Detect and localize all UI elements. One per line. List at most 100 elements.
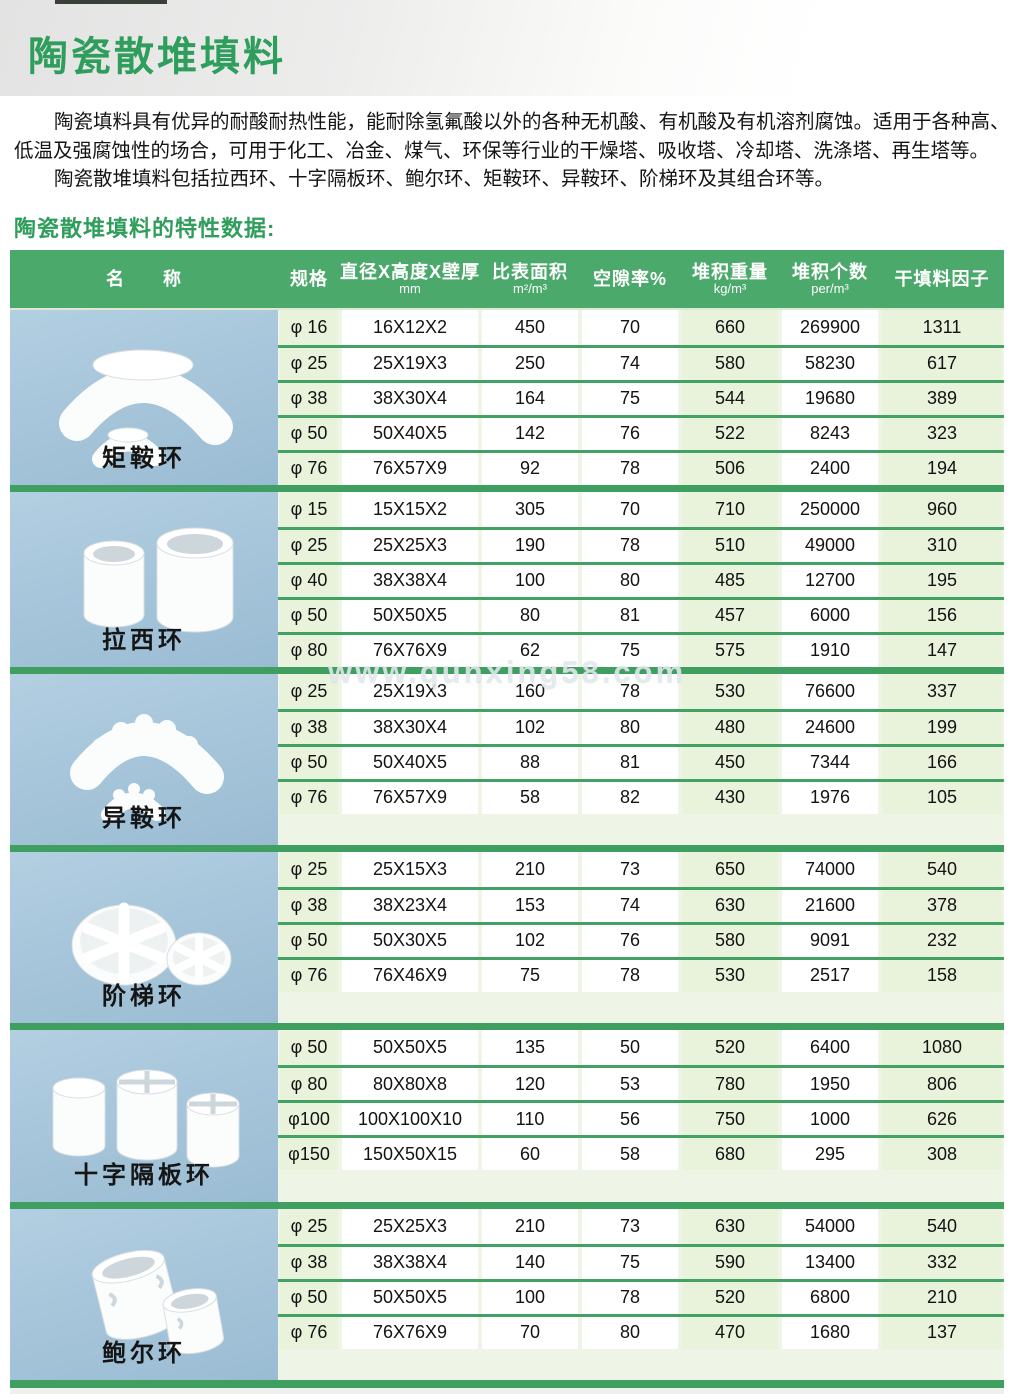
cell-spec: φ 50: [278, 924, 340, 957]
column-header-piece-count: 堆积个数 per/m³: [792, 261, 868, 296]
cell-factor: 332: [880, 1246, 1004, 1279]
cell-weight: 630: [680, 889, 780, 922]
cell-weight: 457: [680, 599, 780, 632]
table-row: φ 38 38X38X4 140 75 590 13400 332: [278, 1243, 1004, 1279]
cell-factor: 147: [880, 634, 1004, 667]
cell-count: 2400: [780, 452, 880, 485]
cell-factor: 210: [880, 1281, 1004, 1314]
cell-dims: 38X38X4: [340, 1246, 480, 1279]
cell-spec: φ 38: [278, 1246, 340, 1279]
pall-ring-photo: 鲍尔环: [10, 1208, 278, 1381]
packing-group: 阶梯环 φ 25 25X15X3 210 73 650 74000 540 φ 38 38X23X…: [10, 844, 1004, 1024]
packing-group: 拉西环 φ 15 15X15X2 305 70 710 250000 960 φ 25 25X25…: [10, 484, 1004, 667]
cell-voidage: 70: [580, 491, 680, 527]
cell-dims: 16X12X2: [340, 309, 480, 345]
cell-weight: 480: [680, 711, 780, 744]
cell-dims: 15X15X2: [340, 491, 480, 527]
group-rows: φ 25 25X15X3 210 73 650 74000 540 φ 38 38X23X4 15…: [278, 851, 1004, 1023]
cell-voidage: 58: [580, 1138, 680, 1171]
cell-voidage: 78: [580, 529, 680, 562]
cell-factor: 137: [880, 1316, 1004, 1349]
cell-voidage: 78: [580, 959, 680, 992]
cell-spec: φ 25: [278, 673, 340, 709]
table-row: φ 15 15X15X2 305 70 710 250000 960: [278, 491, 1004, 527]
table-header-row: 名 称 规格 直径X高度X壁厚 mm 比表面积 m²/m³ 空隙率% 堆积重量 …: [10, 249, 1004, 310]
table-row: φ 25 25X19X3 250 74 580 58230 617: [278, 344, 1004, 380]
cell-spec: φ 76: [278, 452, 340, 485]
group-rows: φ 25 25X19X3 160 78 530 76600 337 φ 38 38X30X4 10…: [278, 673, 1004, 845]
cell-dims: 76X76X9: [340, 634, 480, 667]
cell-surface: 140: [480, 1246, 580, 1279]
cell-factor: 199: [880, 711, 1004, 744]
table-row: φ 25 25X25X3 210 73 630 54000 540: [278, 1208, 1004, 1244]
cell-dims: 50X30X5: [340, 924, 480, 957]
cell-spec: φ100: [278, 1103, 340, 1136]
cell-surface: 250: [480, 347, 580, 380]
cell-surface: 100: [480, 1281, 580, 1314]
cell-surface: 164: [480, 382, 580, 415]
cell-spec: φ150: [278, 1138, 340, 1171]
cell-surface: 102: [480, 924, 580, 957]
table-row: φ 80 80X80X8 120 53 780 1950 806: [278, 1065, 1004, 1101]
cell-surface: 135: [480, 1030, 580, 1066]
cell-spec: φ 76: [278, 959, 340, 992]
cell-factor: 308: [880, 1138, 1004, 1171]
intro-line: 陶瓷填料具有优异的耐酸耐热性能，能耐除氢氟酸以外的各种无机酸、有机酸及有机溶剂腐…: [54, 111, 1010, 133]
cell-count: 2517: [780, 959, 880, 992]
cell-weight: 575: [680, 634, 780, 667]
cell-surface: 142: [480, 417, 580, 450]
column-header-spec: 规格: [290, 268, 328, 289]
cell-spec: φ 16: [278, 309, 340, 345]
table-row: φ 76 76X76X9 70 80 470 1680 137: [278, 1313, 1004, 1349]
cell-weight: 660: [680, 309, 780, 345]
cell-spec: φ 25: [278, 1208, 340, 1244]
cell-count: 1000: [780, 1103, 880, 1136]
table-row: φ 38 38X30X4 102 80 480 24600 199: [278, 708, 1004, 744]
cell-dims: 100X100X10: [340, 1103, 480, 1136]
cell-dims: 38X30X4: [340, 382, 480, 415]
cell-surface: 75: [480, 959, 580, 992]
cell-factor: 158: [880, 959, 1004, 992]
cell-count: 9091: [780, 924, 880, 957]
cell-dims: 38X23X4: [340, 889, 480, 922]
cell-factor: 337: [880, 673, 1004, 709]
cell-factor: 195: [880, 564, 1004, 597]
cell-weight: 590: [680, 1246, 780, 1279]
cell-voidage: 73: [580, 851, 680, 887]
page-title: 陶瓷散堆填料: [28, 35, 286, 79]
cell-weight: 544: [680, 382, 780, 415]
cell-factor: 1311: [880, 309, 1004, 345]
table-row: φ 50 50X30X5 102 76 580 9091 232: [278, 921, 1004, 957]
cell-dims: 50X50X5: [340, 1030, 480, 1066]
cell-count: 58230: [780, 347, 880, 380]
cell-surface: 100: [480, 564, 580, 597]
table-row: φ 25 25X15X3 210 73 650 74000 540: [278, 851, 1004, 887]
cell-spec: φ 40: [278, 564, 340, 597]
cell-count: 8243: [780, 417, 880, 450]
table-row: φ 25 25X25X3 190 78 510 49000 310: [278, 526, 1004, 562]
cell-weight: 470: [680, 1316, 780, 1349]
cell-spec: φ 25: [278, 851, 340, 887]
cell-count: 12700: [780, 564, 880, 597]
cell-weight: 520: [680, 1281, 780, 1314]
cell-count: 74000: [780, 851, 880, 887]
cell-count: 54000: [780, 1208, 880, 1244]
cell-weight: 650: [680, 851, 780, 887]
cell-surface: 450: [480, 309, 580, 345]
saddle-ring-photo: 矩鞍环: [10, 309, 278, 485]
table-row: φ 16 16X12X2 450 70 660 269900 1311: [278, 309, 1004, 345]
cell-count: 6000: [780, 599, 880, 632]
cell-surface: 70: [480, 1316, 580, 1349]
cell-factor: 194: [880, 452, 1004, 485]
cell-count: 7344: [780, 746, 880, 779]
product-name-label: 异鞍环: [102, 804, 186, 832]
cell-voidage: 76: [580, 924, 680, 957]
table-row: φ 40 38X38X4 100 80 485 12700 195: [278, 561, 1004, 597]
table-row: φ 50 50X40X5 88 81 450 7344 166: [278, 743, 1004, 779]
cell-weight: 780: [680, 1068, 780, 1101]
cell-surface: 60: [480, 1138, 580, 1171]
cross-partition-ring-photo: 十字隔板环: [10, 1030, 278, 1202]
table-row: φ 25 25X19X3 160 78 530 76600 337: [278, 673, 1004, 709]
column-header-name: 名 称: [106, 268, 182, 289]
cell-count: 6800: [780, 1281, 880, 1314]
